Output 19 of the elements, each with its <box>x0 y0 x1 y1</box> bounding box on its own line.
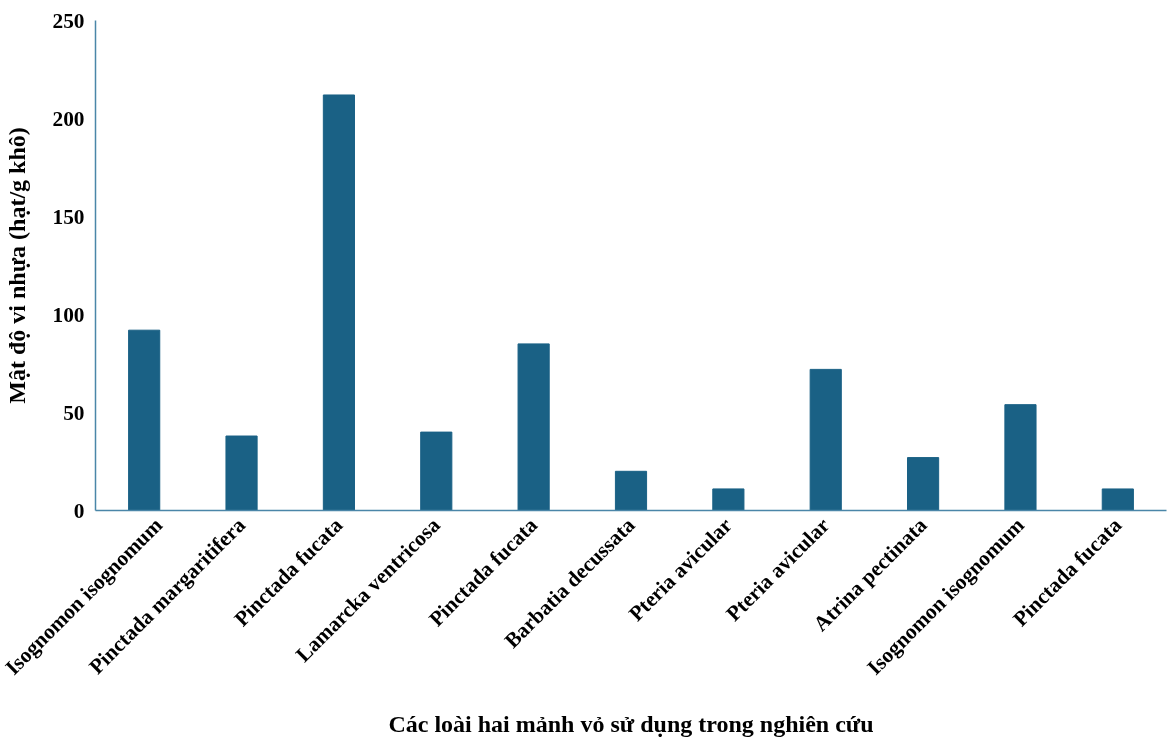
bar <box>128 329 161 511</box>
y-axis-title: Mật độ vi nhựa (hạt/g khô) <box>3 127 30 404</box>
bar <box>1101 488 1134 511</box>
bar <box>1004 404 1037 511</box>
bar <box>420 431 453 511</box>
bar <box>907 457 940 511</box>
y-tick-label: 50 <box>63 400 85 425</box>
y-tick-label: 150 <box>52 204 85 229</box>
bar <box>225 435 258 511</box>
bar <box>517 343 550 511</box>
y-tick-label: 100 <box>52 302 85 327</box>
y-tick-label: 200 <box>52 106 85 131</box>
bar <box>809 368 842 511</box>
bar <box>614 470 648 511</box>
bar <box>322 94 355 511</box>
x-axis-title: Các loài hai mảnh vỏ sử dụng trong nghiên cứu <box>388 711 874 738</box>
y-tick-label: 0 <box>73 498 85 523</box>
bar <box>712 488 745 511</box>
y-tick-label: 250 <box>52 8 85 33</box>
